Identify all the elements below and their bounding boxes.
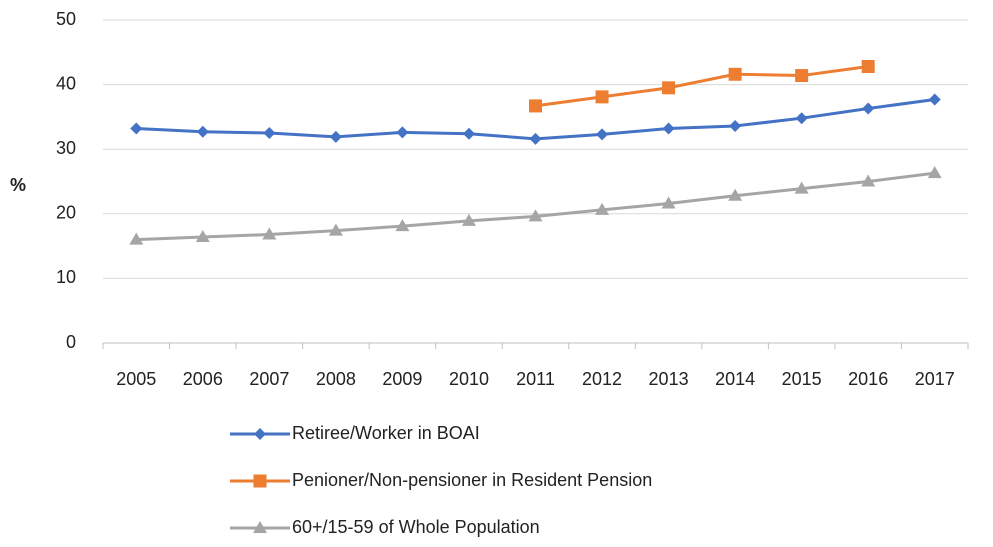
marker	[196, 125, 209, 138]
x-tick-label: 2006	[183, 369, 223, 389]
y-tick-label: 40	[56, 73, 76, 93]
x-tick-label: 2014	[715, 369, 755, 389]
marker	[595, 202, 610, 215]
y-tick-label: 30	[56, 138, 76, 158]
legend-marker	[253, 474, 267, 488]
x-tick-label: 2017	[915, 369, 955, 389]
marker	[528, 209, 543, 222]
marker	[662, 81, 676, 95]
marker	[728, 188, 743, 201]
marker	[661, 196, 676, 209]
marker	[462, 127, 475, 140]
marker	[662, 122, 675, 135]
marker	[595, 90, 609, 104]
x-tick-label: 2012	[582, 369, 622, 389]
marker	[529, 132, 542, 145]
x-tick-label: 2005	[116, 369, 156, 389]
marker	[729, 119, 742, 132]
marker	[329, 130, 342, 143]
y-tick-label: 50	[56, 9, 76, 29]
marker	[794, 181, 809, 194]
series-line	[136, 171, 935, 242]
x-tick-label: 2007	[249, 369, 289, 389]
legend-label: 60+/15-59 of Whole Population	[292, 517, 540, 537]
legend-label: Retiree/Worker in BOAI	[292, 423, 480, 443]
marker	[130, 122, 143, 135]
legend-label: Penioner/Non-pensioner in Resident Pensi…	[292, 470, 652, 490]
x-tick-label: 2011	[516, 369, 555, 389]
marker	[461, 213, 476, 226]
y-tick-label: 20	[56, 203, 76, 223]
x-tick-label: 2015	[782, 369, 822, 389]
marker	[795, 69, 809, 83]
y-tick-label: 10	[56, 267, 76, 287]
marker	[928, 93, 941, 106]
marker	[195, 230, 210, 243]
legend-marker	[254, 428, 266, 440]
marker	[129, 232, 144, 245]
marker	[262, 227, 277, 240]
x-tick-label: 2013	[649, 369, 689, 389]
marker	[529, 99, 542, 113]
y-axis-label: %	[10, 175, 26, 195]
marker	[927, 166, 942, 179]
x-tick-label: 2008	[316, 369, 356, 389]
marker	[395, 219, 410, 232]
x-tick-label: 2010	[449, 369, 489, 389]
marker	[596, 128, 609, 141]
x-tick-label: 2016	[848, 369, 888, 389]
marker	[861, 60, 875, 74]
y-tick-label: 0	[66, 332, 76, 352]
marker	[861, 174, 876, 187]
legend-marker	[253, 521, 267, 533]
series-line	[535, 65, 869, 108]
marker	[263, 127, 276, 140]
marker	[396, 126, 409, 139]
marker	[728, 67, 742, 81]
marker	[328, 223, 343, 236]
marker	[862, 102, 875, 115]
x-tick-label: 2009	[382, 369, 422, 389]
marker	[795, 112, 808, 125]
